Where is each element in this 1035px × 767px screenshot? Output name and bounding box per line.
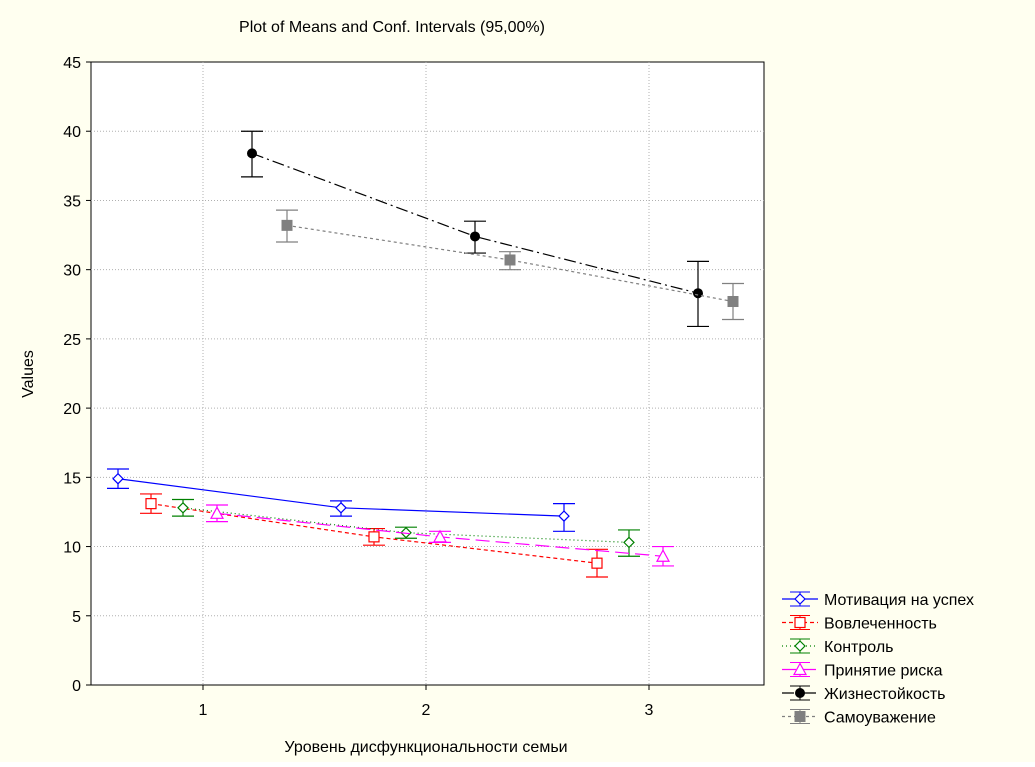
data-point (281, 219, 293, 231)
legend-label: Жизнестойкость (824, 686, 946, 703)
y-tick-label: 40 (63, 124, 81, 141)
y-tick-label: 25 (63, 332, 81, 349)
data-point (693, 288, 703, 299)
y-tick-label: 20 (63, 401, 81, 418)
data-point (112, 472, 124, 485)
series-layer (107, 130, 744, 578)
legend-label: Вовлеченность (824, 616, 937, 633)
data-point (368, 531, 380, 543)
y-tick-label: 10 (63, 540, 81, 557)
y-tick-label: 5 (72, 609, 81, 626)
data-point (558, 510, 570, 522)
legend-marker (792, 662, 808, 676)
series-4 (206, 504, 674, 567)
data-point (727, 296, 739, 308)
y-axis-label: Values (20, 350, 37, 398)
x-tick-label: 3 (645, 702, 654, 719)
legend-marker (794, 593, 806, 605)
legend-item: Принятие риска (782, 662, 943, 680)
y-tick-label: 45 (63, 55, 81, 72)
legend-label: Контроль (824, 639, 894, 656)
data-point (623, 536, 635, 549)
grid-lines (91, 62, 764, 685)
x-tick-label: 2 (422, 702, 431, 719)
data-point (209, 506, 225, 519)
legend-marker (794, 711, 806, 722)
data-point (335, 501, 347, 514)
series-6 (276, 209, 744, 321)
legend-marker (794, 616, 806, 629)
y-axis: 0 5 10 15 20 25 30 35 40 45 (63, 55, 91, 695)
legend-marker (795, 688, 805, 698)
series-5 (241, 130, 709, 328)
data-point (591, 557, 603, 569)
chart-title: Plot of Means and Conf. Intervals (95,00… (239, 19, 545, 36)
legend-item: Жизнестойкость (782, 685, 946, 703)
legend-label: Принятие риска (824, 663, 943, 680)
legend-item: Контроль (782, 638, 894, 656)
series-2 (140, 493, 608, 578)
data-point (470, 231, 480, 242)
x-axis: 1 2 3 (199, 685, 654, 719)
x-tick-label: 1 (199, 702, 208, 719)
data-point (247, 148, 257, 159)
legend-label: Самоуважение (824, 710, 936, 727)
y-tick-label: 30 (63, 263, 81, 280)
data-point (432, 529, 448, 543)
data-point (177, 501, 189, 514)
legend-item: Вовлеченность (782, 615, 937, 633)
data-point (504, 254, 516, 266)
legend: Мотивация на успех Вовлеченность Контроль П… (782, 591, 974, 727)
data-point (145, 498, 157, 510)
data-point (655, 548, 671, 562)
legend-marker (794, 640, 806, 652)
y-tick-label: 35 (63, 193, 81, 210)
legend-label: Мотивация на успех (824, 592, 974, 609)
plot-area (90, 61, 765, 686)
y-tick-label: 0 (72, 678, 81, 695)
legend-item: Самоуважение (782, 709, 936, 727)
x-axis-label: Уровень дисфункциональности семьи (284, 739, 567, 756)
series-1 (107, 468, 575, 532)
legend-item: Мотивация на успех (782, 591, 974, 609)
y-tick-label: 15 (63, 470, 81, 487)
